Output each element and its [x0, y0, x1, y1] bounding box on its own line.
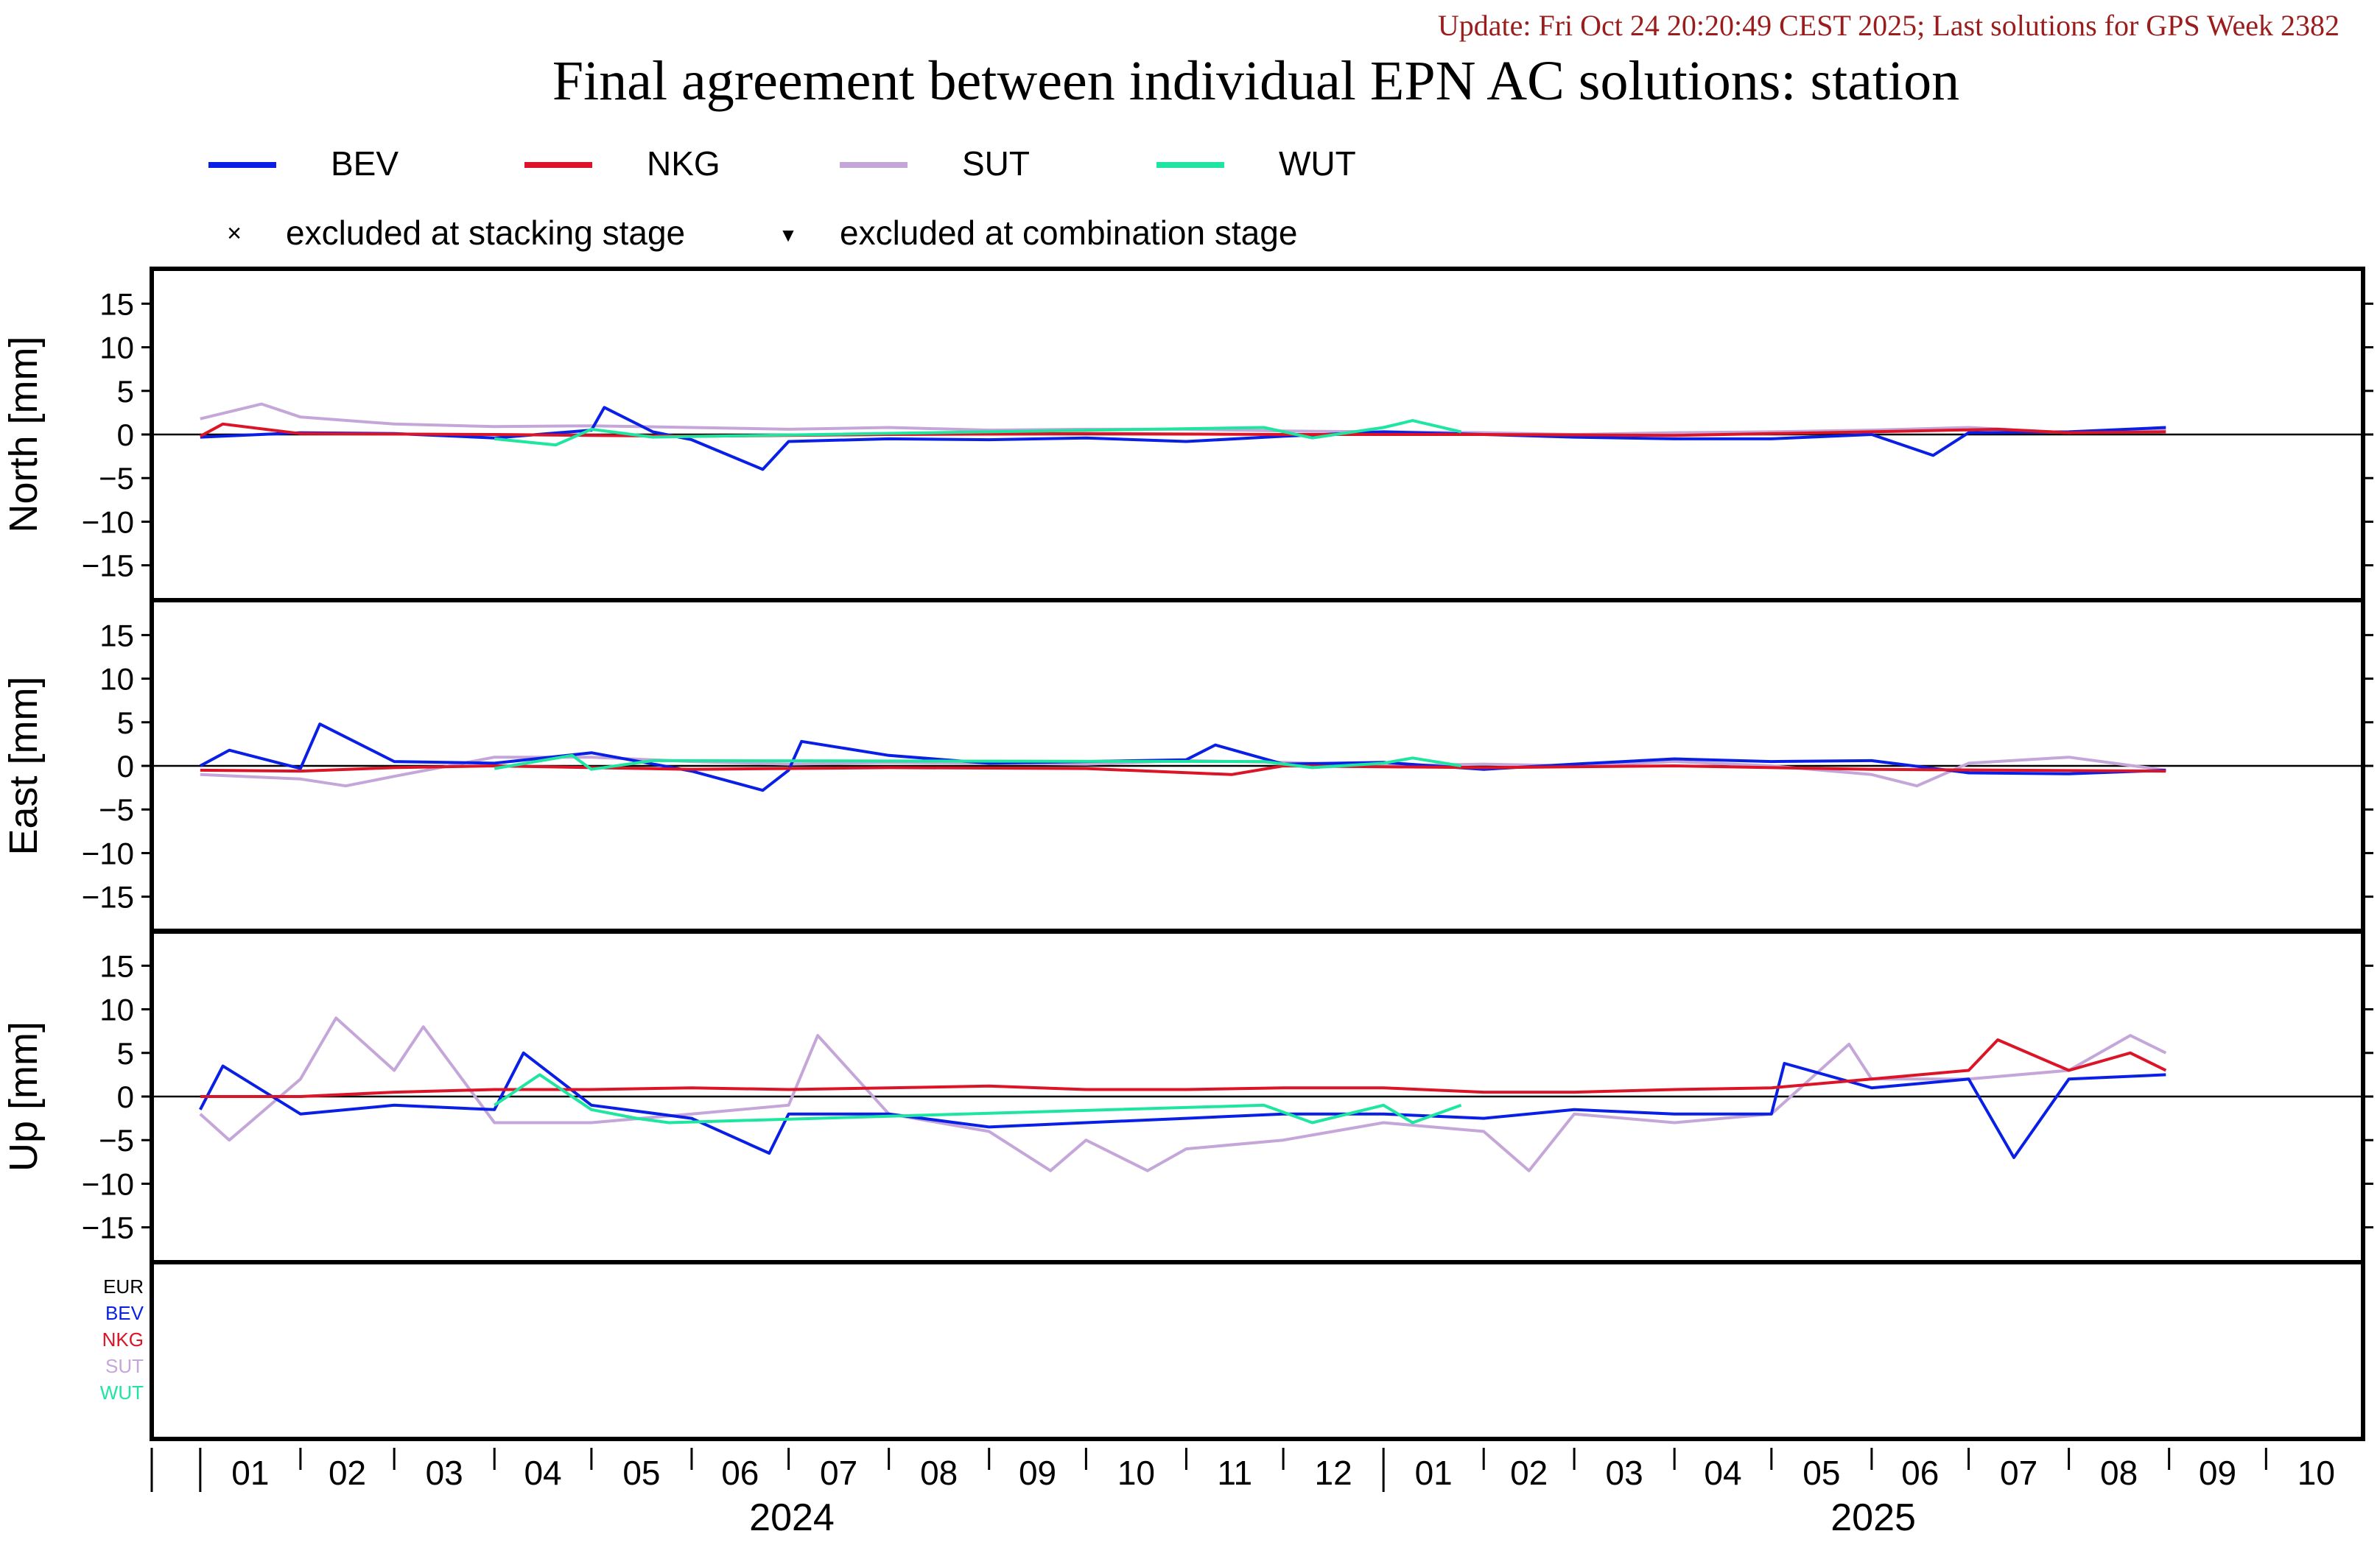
y-tick-label: 0 [117, 749, 134, 784]
x-month-label: 06 [1901, 1454, 1939, 1492]
y-tick-label: −10 [82, 1166, 134, 1201]
x-year-label: 2025 [1830, 1496, 1916, 1539]
x-month-label: 04 [524, 1454, 561, 1492]
x-axis: 01 02 03 04 05 06 07 08 09 10 11 12 01 02 03 04 05 06 07 08… [150, 1448, 2335, 1539]
list-label-eur: EUR [103, 1275, 144, 1298]
x-month-label: 02 [1510, 1454, 1548, 1492]
y-tick-label: 5 [117, 1036, 134, 1071]
y-tick-label: −10 [82, 504, 134, 539]
legend-label-sut: SUT [962, 144, 1030, 183]
x-month-label: 05 [622, 1454, 660, 1492]
list-label-wut: WUT [100, 1382, 144, 1404]
y-tick-label: 10 [99, 331, 134, 365]
list-label-nkg: NKG [102, 1328, 144, 1351]
legend-marker-label: excluded at stacking stage [286, 214, 685, 252]
panels: 15 10 5 0 −5 −10 −15 North [mm] 15 10 5 0 −5 −10 −15 Ea… [1, 267, 2373, 1264]
series-line-wut [494, 753, 1461, 771]
y-tick-label: 5 [117, 705, 134, 740]
x-month-label: 07 [2000, 1454, 2037, 1492]
x-month-label: 09 [1019, 1454, 1056, 1492]
list-panel-frame [150, 1260, 2365, 1441]
y-tick-label: 10 [99, 662, 134, 697]
y-tick-label: −15 [82, 880, 134, 915]
y-tick-label: 15 [99, 949, 134, 983]
series-line-nkg [199, 422, 2166, 438]
x-month-label: 01 [1415, 1454, 1453, 1492]
y-tick-label: −5 [99, 461, 134, 496]
x-month-label: 03 [426, 1454, 463, 1492]
series-line-sut [199, 1016, 2167, 1172]
x-month-label: 06 [721, 1454, 759, 1492]
x-month-label: 08 [920, 1454, 958, 1492]
y-tick-label: 0 [117, 418, 134, 452]
panel-up: 15 10 5 0 −5 −10 −15 Up [mm] [1, 929, 2373, 1264]
y-tick-label: 0 [117, 1080, 134, 1114]
series-list-panel: EUR BEV NKG SUT WUT [100, 1260, 2365, 1441]
list-label-sut: SUT [105, 1355, 144, 1377]
x-year-label: 2024 [749, 1496, 835, 1539]
x-month-label: 08 [2100, 1454, 2138, 1492]
y-axis-label: North [mm] [1, 336, 46, 532]
panel-east: 15 10 5 0 −5 −10 −15 East [mm] [1, 598, 2373, 934]
legend: BEV NKG SUT WUT × excluded at stacking stage ▼… [208, 144, 1356, 252]
x-month-label: 03 [1606, 1454, 1643, 1492]
y-tick-label: 15 [99, 286, 134, 321]
y-tick-label: −15 [82, 1211, 134, 1245]
x-month-label: 02 [329, 1454, 366, 1492]
y-axis-label: Up [mm] [1, 1021, 46, 1172]
x-month-label: 01 [231, 1454, 269, 1492]
x-month-label: 04 [1704, 1454, 1741, 1492]
legend-label-wut: WUT [1279, 144, 1356, 183]
legend-marker-symbol: ▼ [779, 224, 798, 246]
series-line-nkg [200, 764, 2166, 776]
y-tick-label: 5 [117, 374, 134, 409]
x-month-label: 05 [1802, 1454, 1840, 1492]
series-line-wut [494, 419, 1461, 447]
y-tick-label: 15 [99, 618, 134, 652]
x-month-label: 10 [2297, 1454, 2335, 1492]
legend-label-bev: BEV [331, 144, 399, 183]
x-month-label: 07 [820, 1454, 857, 1492]
list-label-bev: BEV [105, 1302, 144, 1324]
update-text: Update: Fri Oct 24 20:20:49 CEST 2025; L… [1438, 9, 2339, 42]
panel-north: 15 10 5 0 −5 −10 −15 North [mm] [1, 267, 2373, 602]
y-tick-label: −5 [99, 1123, 134, 1158]
y-tick-label: −5 [99, 792, 134, 827]
legend-label-nkg: NKG [647, 144, 720, 183]
x-month-label: 11 [1217, 1454, 1252, 1492]
y-tick-label: −15 [82, 549, 134, 583]
legend-marker-symbol: × [227, 219, 242, 247]
y-axis-label: East [mm] [1, 676, 46, 855]
y-tick-label: 10 [99, 993, 134, 1027]
x-month-label: 09 [2199, 1454, 2236, 1492]
x-month-label: 12 [1315, 1454, 1352, 1492]
chart-title: Final agreement between individual EPN A… [552, 50, 1959, 112]
x-month-label: 10 [1117, 1454, 1155, 1492]
legend-marker-label: excluded at combination stage [840, 214, 1297, 252]
series-line-wut [494, 1073, 1462, 1125]
y-tick-label: −10 [82, 836, 134, 870]
